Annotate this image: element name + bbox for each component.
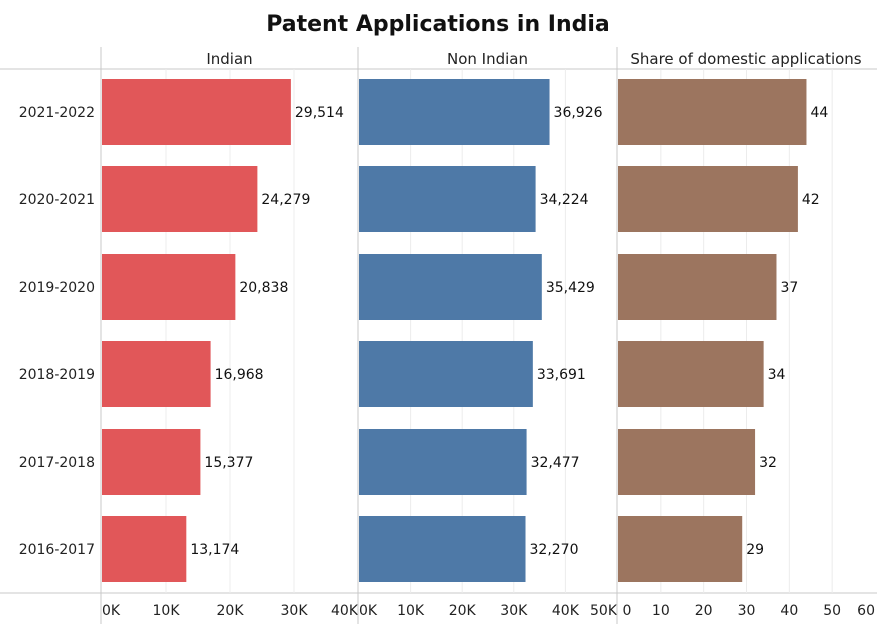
tick-label: 30K (281, 603, 309, 619)
category-label: 2018-2019 (19, 367, 95, 383)
bar (618, 429, 756, 495)
bar (102, 516, 187, 582)
data-label: 32,477 (531, 455, 580, 471)
panel-title: Share of domestic applications (630, 50, 861, 68)
data-label: 34,224 (540, 192, 589, 208)
panel-0: Indian 29,514 24,279 20,838 16,968 15,377 13,1… (100, 47, 359, 624)
data-label: 16,968 (215, 367, 264, 383)
bar (102, 429, 201, 495)
tick-label: 30K (500, 603, 528, 619)
tick-label: 0 (623, 603, 632, 619)
tick-label: 40K (331, 603, 359, 619)
bar (102, 79, 291, 145)
bar (102, 254, 236, 320)
tick-label: 40 (780, 603, 798, 619)
data-label: 37 (780, 280, 798, 296)
data-label: 35,429 (546, 280, 595, 296)
data-label: 29 (746, 542, 764, 558)
data-label: 29,514 (295, 105, 344, 121)
data-label: 33,691 (537, 367, 586, 383)
bar (618, 166, 798, 232)
data-label: 15,377 (204, 455, 253, 471)
chart-frame (0, 68, 877, 594)
tick-label: 40K (552, 603, 580, 619)
bar (359, 429, 527, 495)
bar (102, 341, 211, 407)
category-label: 2019-2020 (19, 280, 95, 296)
category-labels: 2021-2022 2020-2021 2019-2020 2018-2019 2017… (19, 105, 95, 558)
data-label: 34 (768, 367, 786, 383)
panel-title: Indian (206, 50, 252, 68)
data-label: 42 (802, 192, 820, 208)
data-label: 44 (810, 105, 828, 121)
bar (359, 516, 526, 582)
category-label: 2020-2021 (19, 192, 95, 208)
category-label: 2016-2017 (19, 542, 95, 558)
data-label: 36,926 (554, 105, 603, 121)
chart-panels: Indian 29,514 24,279 20,838 16,968 15,377 13,1… (100, 47, 875, 624)
bar (359, 166, 536, 232)
data-label: 13,174 (190, 542, 239, 558)
tick-label: 0K (359, 603, 378, 619)
bar (359, 341, 533, 407)
tick-label: 0K (102, 603, 121, 619)
tick-label: 20K (217, 603, 245, 619)
bar (618, 254, 777, 320)
panel-1: Non Indian 36,926 34,224 35,429 33,691 32,477… (357, 47, 618, 624)
panel-title: Non Indian (447, 50, 528, 68)
bar (618, 79, 807, 145)
data-label: 20,838 (239, 280, 288, 296)
chart-title: Patent Applications in India (266, 12, 610, 37)
bar (102, 166, 258, 232)
category-label: 2021-2022 (19, 105, 95, 121)
bar (359, 254, 542, 320)
tick-label: 30 (738, 603, 756, 619)
tick-label: 50 (823, 603, 841, 619)
tick-label: 10K (397, 603, 425, 619)
bar (359, 79, 550, 145)
tick-label: 20K (449, 603, 477, 619)
bar (618, 341, 764, 407)
category-label: 2017-2018 (19, 455, 95, 471)
tick-label: 10K (153, 603, 181, 619)
data-label: 24,279 (261, 192, 310, 208)
tick-label: 50K (590, 603, 618, 619)
bar (618, 516, 743, 582)
tick-label: 20 (695, 603, 713, 619)
data-label: 32,270 (530, 542, 579, 558)
data-label: 32 (759, 455, 777, 471)
panel-2: Share of domestic applications 44 42 37 34 32… (616, 47, 875, 624)
tick-label: 10 (652, 603, 670, 619)
tick-label: 60 (857, 603, 875, 619)
